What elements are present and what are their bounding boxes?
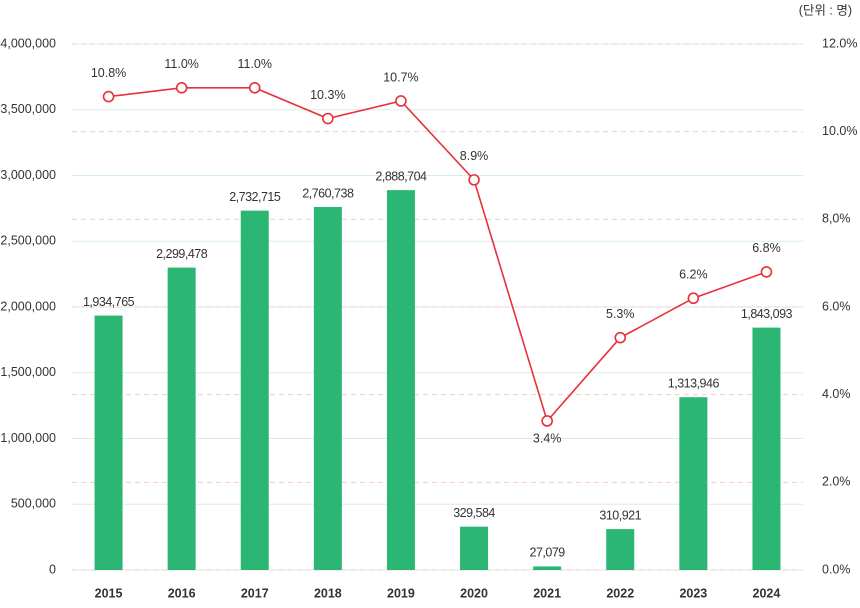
- line-value-label: 10.3%: [310, 88, 345, 102]
- bar: [240, 210, 269, 570]
- y2-tick-label: 8,0%: [822, 212, 851, 226]
- bar: [460, 526, 489, 570]
- y-tick-label: 1,000,000: [0, 431, 56, 445]
- line-point: [248, 82, 261, 94]
- bar-value-label: 27,079: [530, 546, 566, 560]
- line-value-label: 10.8%: [91, 66, 126, 80]
- bar-value-label: 310,921: [599, 508, 641, 522]
- line-value-label: 11.0%: [164, 57, 199, 71]
- x-tick-label: 2018: [314, 586, 342, 600]
- x-tick-label: 2020: [460, 586, 488, 600]
- y-tick-label: 4,000,000: [0, 36, 56, 50]
- bar: [606, 529, 635, 570]
- bar-value-label: 329,584: [453, 506, 495, 520]
- line-value-label: 10.7%: [383, 70, 418, 84]
- line-point: [687, 292, 700, 305]
- bar: [679, 397, 708, 570]
- y-tick-label: 3,000,000: [0, 168, 56, 182]
- bar: [313, 206, 342, 570]
- line-point: [395, 95, 407, 107]
- y2-tick-label: 4.0%: [822, 387, 851, 401]
- bar: [533, 566, 562, 570]
- y2-tick-label: 10.0%: [822, 124, 857, 138]
- y-tick-label: 2,000,000: [0, 299, 56, 313]
- line-point: [614, 331, 627, 344]
- line: [108, 87, 767, 423]
- bar: [386, 190, 415, 570]
- bar-value-label: 2,732,715: [229, 190, 281, 204]
- y2-tick-label: 6.0%: [822, 299, 851, 313]
- bar: [167, 267, 196, 570]
- bar: [94, 315, 123, 570]
- bar-value-label: 1,313,946: [668, 377, 720, 391]
- line-value-label: 8.9%: [460, 149, 489, 163]
- line-point: [102, 90, 115, 103]
- line-value-label: 6.2%: [679, 268, 708, 282]
- x-tick-label: 2019: [387, 586, 415, 600]
- x-tick-label: 2024: [753, 586, 781, 600]
- line-value-label: 11.0%: [237, 57, 272, 71]
- line-value-label: 3.4%: [533, 431, 562, 445]
- y-tick-label: 0: [49, 562, 56, 576]
- x-tick-label: 2022: [606, 586, 634, 600]
- x-tick-label: 2017: [241, 586, 269, 600]
- y-tick-label: 1,500,000: [0, 365, 56, 379]
- x-tick-label: 2023: [679, 586, 707, 600]
- y-tick-label: 3,500,000: [0, 102, 56, 116]
- y2-tick-label: 0.0%: [822, 562, 851, 576]
- x-tick-label: 2021: [533, 586, 561, 600]
- bar-value-label: 1,843,093: [741, 307, 793, 321]
- bar-value-label: 2,888,704: [375, 169, 427, 183]
- x-tick-label: 2016: [168, 586, 196, 600]
- bar: [752, 327, 781, 570]
- bar-value-label: 1,934,765: [83, 295, 135, 309]
- line-point: [760, 266, 773, 278]
- y2-tick-label: 2.0%: [822, 475, 851, 489]
- line-value-label: 5.3%: [606, 307, 635, 321]
- bar-value-label: 2,299,478: [156, 247, 208, 261]
- line-point: [541, 415, 553, 427]
- unit-note: (단위 : 명): [799, 3, 852, 17]
- bar-value-label: 2,760,738: [302, 186, 354, 200]
- y2-tick-label: 12.0%: [822, 36, 857, 50]
- x-tick-label: 2015: [95, 586, 123, 600]
- line-point: [322, 112, 334, 125]
- y-tick-label: 500,000: [11, 497, 56, 511]
- line-point: [175, 82, 188, 94]
- line-point: [468, 174, 480, 186]
- y-tick-label: 2,500,000: [0, 234, 56, 248]
- line-value-label: 6.8%: [752, 241, 781, 255]
